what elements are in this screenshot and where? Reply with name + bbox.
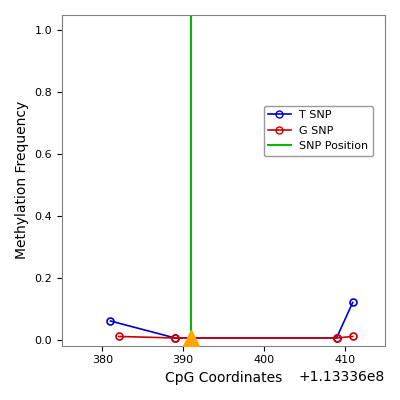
Legend: T SNP, G SNP, SNP Position: T SNP, G SNP, SNP Position <box>264 106 373 156</box>
Y-axis label: Methylation Frequency: Methylation Frequency <box>15 101 29 260</box>
X-axis label: CpG Coordinates: CpG Coordinates <box>165 371 282 385</box>
